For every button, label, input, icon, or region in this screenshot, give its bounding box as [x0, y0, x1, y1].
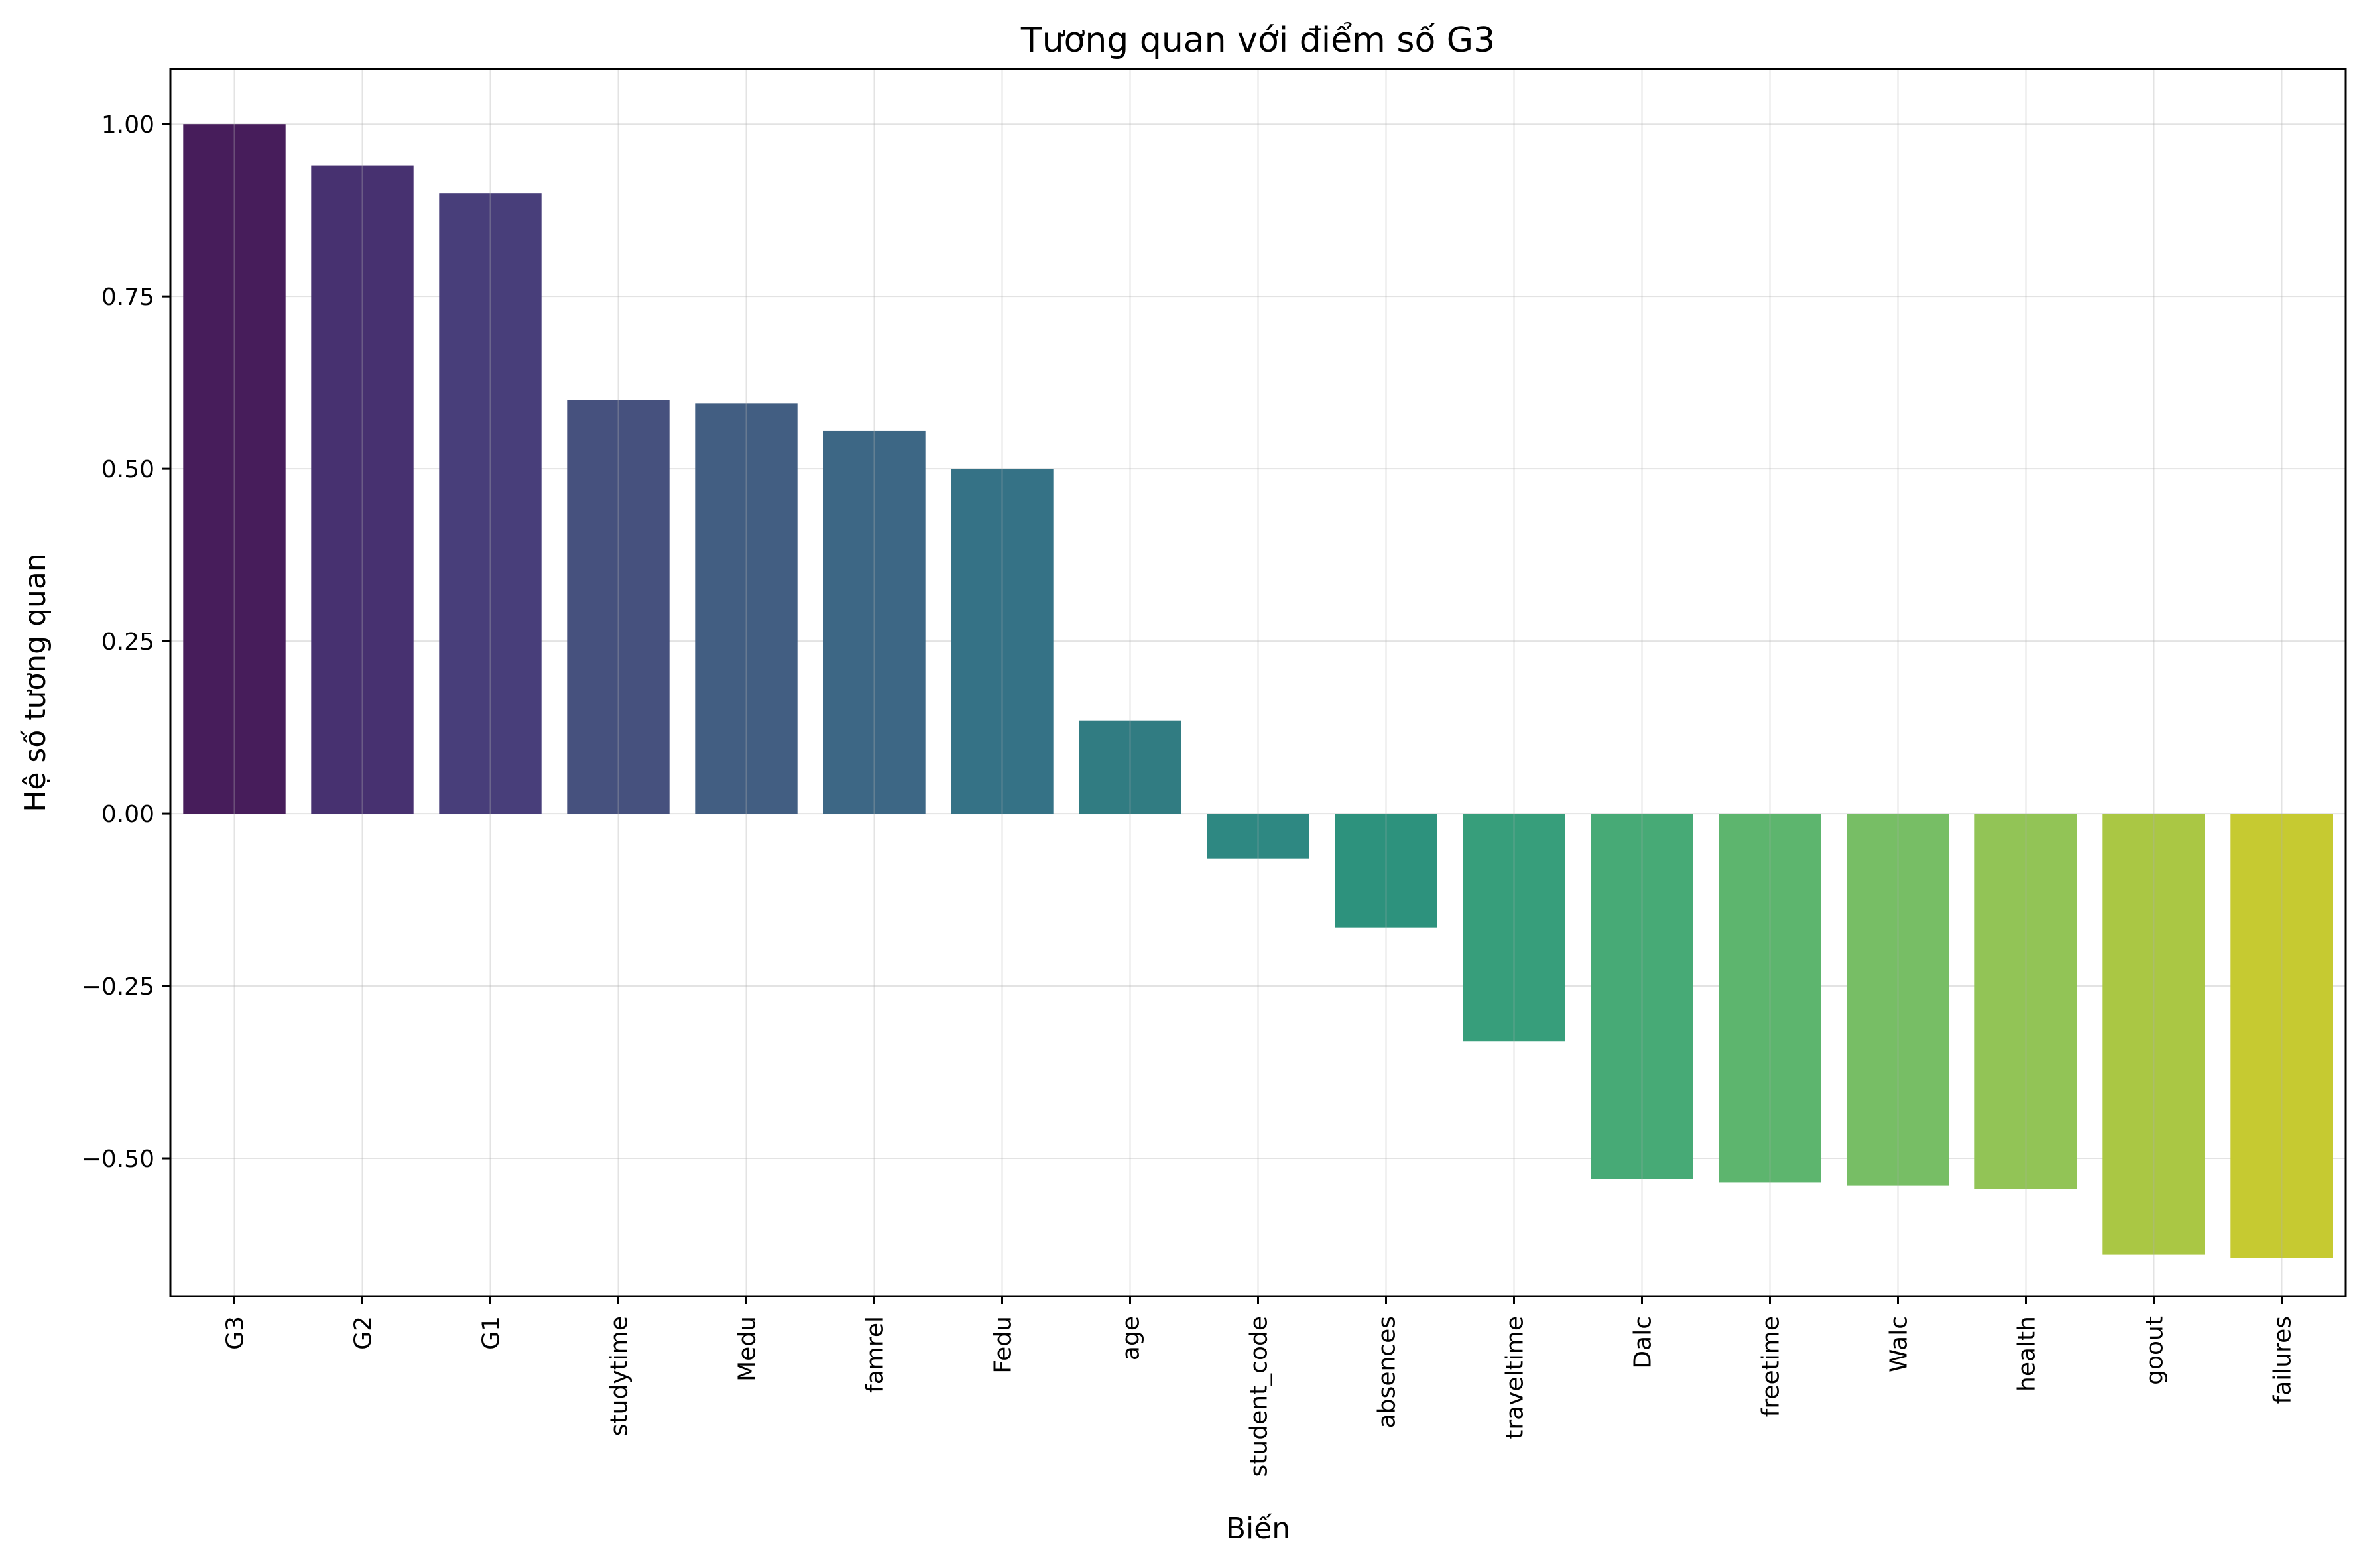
x-tick-label: G2: [350, 1316, 377, 1350]
bar-famrel: [823, 430, 926, 814]
x-tick-label: traveltime: [1502, 1316, 1529, 1439]
bar-g3: [183, 124, 286, 814]
x-tick-label: goout: [2142, 1316, 2169, 1385]
bar-dalc: [1591, 814, 1693, 1179]
y-tick-label: −0.50: [82, 1146, 154, 1173]
x-tick-label: Dalc: [1630, 1316, 1657, 1369]
y-tick-label: 1.00: [101, 111, 154, 139]
y-tick-label: 0.50: [101, 456, 154, 483]
x-tick-label: freetime: [1758, 1316, 1785, 1417]
bar-student-code: [1207, 814, 1309, 859]
bar-traveltime: [1463, 814, 1565, 1042]
x-axis: G3 G2 G1 studytime Medu famrel Fedu age student_…: [222, 1296, 2297, 1477]
bar-fedu: [951, 469, 1054, 814]
chart-title: Tương quan với điểm số G3: [1020, 21, 1495, 60]
y-tick-label: 0.00: [101, 801, 154, 828]
x-tick-label: failures: [2270, 1316, 2297, 1404]
x-axis-label: Biến: [1226, 1512, 1290, 1545]
x-tick-label: Fedu: [990, 1316, 1017, 1374]
x-tick-label: student_code: [1246, 1316, 1273, 1477]
x-tick-label: Walc: [1886, 1316, 1913, 1372]
x-tick-label: health: [2014, 1316, 2041, 1392]
x-tick-label: Medu: [734, 1316, 761, 1382]
x-tick-label: age: [1118, 1316, 1145, 1360]
y-tick-label: −0.25: [82, 973, 154, 1000]
x-tick-label: famrel: [862, 1316, 889, 1393]
y-axis-label: Hệ số tương quan: [19, 553, 52, 812]
y-tick-label: 0.25: [101, 629, 154, 656]
bar-health: [1974, 814, 2077, 1189]
x-tick-label: G3: [222, 1316, 249, 1350]
bar-goout: [2102, 814, 2205, 1255]
bar-medu: [695, 403, 798, 814]
bar-g2: [311, 165, 414, 814]
x-tick-label: absences: [1374, 1316, 1401, 1428]
bar-studytime: [567, 400, 670, 814]
y-tick-label: 0.75: [101, 284, 154, 311]
x-tick-label: G1: [478, 1316, 505, 1350]
bar-absences: [1335, 814, 1437, 928]
bars: [183, 69, 2333, 1296]
bar-g1: [439, 193, 542, 814]
y-axis: 1.00 0.75 0.50 0.25 0.00 −0.25 −0.50: [82, 111, 170, 1173]
x-tick-label: studytime: [606, 1316, 633, 1436]
bar-failures: [2230, 814, 2333, 1258]
bar-freetime: [1719, 814, 1821, 1183]
bar-age: [1079, 720, 1182, 814]
bar-walc: [1847, 814, 1949, 1186]
